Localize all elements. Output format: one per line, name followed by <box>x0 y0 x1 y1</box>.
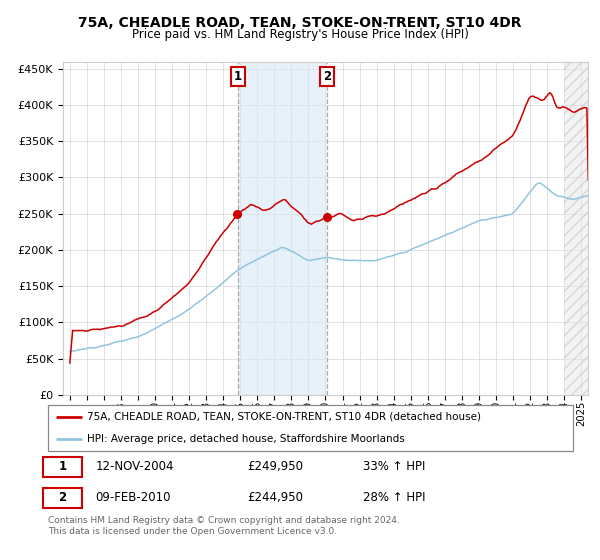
Text: £244,950: £244,950 <box>248 491 304 504</box>
Text: Contains HM Land Registry data © Crown copyright and database right 2024.
This d: Contains HM Land Registry data © Crown c… <box>48 516 400 536</box>
Text: Price paid vs. HM Land Registry's House Price Index (HPI): Price paid vs. HM Land Registry's House … <box>131 28 469 41</box>
Text: £249,950: £249,950 <box>248 460 304 473</box>
Text: 1: 1 <box>58 460 67 473</box>
Text: 28% ↑ HPI: 28% ↑ HPI <box>363 491 425 504</box>
Text: 1: 1 <box>234 70 242 83</box>
Text: 2: 2 <box>323 70 331 83</box>
Text: 2: 2 <box>58 491 67 504</box>
FancyBboxPatch shape <box>48 405 573 451</box>
Bar <box>564 62 596 395</box>
Text: 09-FEB-2010: 09-FEB-2010 <box>95 491 171 504</box>
Text: 33% ↑ HPI: 33% ↑ HPI <box>363 460 425 473</box>
FancyBboxPatch shape <box>43 456 82 477</box>
Text: 75A, CHEADLE ROAD, TEAN, STOKE-ON-TRENT, ST10 4DR (detached house): 75A, CHEADLE ROAD, TEAN, STOKE-ON-TRENT,… <box>88 412 481 422</box>
FancyBboxPatch shape <box>43 488 82 508</box>
Bar <box>238 62 328 395</box>
Text: 12-NOV-2004: 12-NOV-2004 <box>95 460 174 473</box>
Text: 75A, CHEADLE ROAD, TEAN, STOKE-ON-TRENT, ST10 4DR: 75A, CHEADLE ROAD, TEAN, STOKE-ON-TRENT,… <box>78 16 522 30</box>
Text: HPI: Average price, detached house, Staffordshire Moorlands: HPI: Average price, detached house, Staf… <box>88 434 405 444</box>
